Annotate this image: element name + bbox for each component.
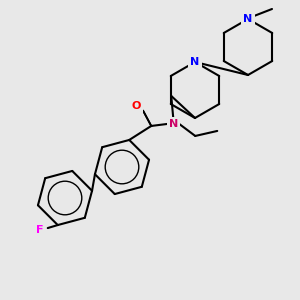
Text: O: O [132,101,141,111]
Text: F: F [36,225,44,235]
Text: N: N [190,57,200,67]
Text: N: N [169,119,178,129]
Text: N: N [243,14,253,24]
